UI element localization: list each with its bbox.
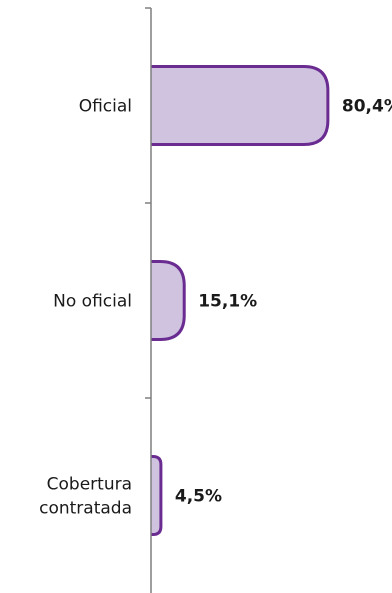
axis-layer <box>145 7 152 593</box>
bar-3 <box>151 455 163 536</box>
labels-layer: 80,4% Oficial 15,1% No oficial 4,5% Cobertura… <box>39 97 392 519</box>
bar-2 <box>151 260 186 341</box>
value-label-1: 80,4% <box>342 97 392 117</box>
category-label-2: No oficial <box>53 292 132 312</box>
category-label-3: Cobertura contratada <box>39 475 132 519</box>
category-label-1: Oficial <box>79 97 132 117</box>
bars-layer <box>151 65 330 536</box>
value-label-2: 15,1% <box>198 292 257 312</box>
bar-1 <box>151 65 330 146</box>
value-label-3: 4,5% <box>175 487 222 507</box>
